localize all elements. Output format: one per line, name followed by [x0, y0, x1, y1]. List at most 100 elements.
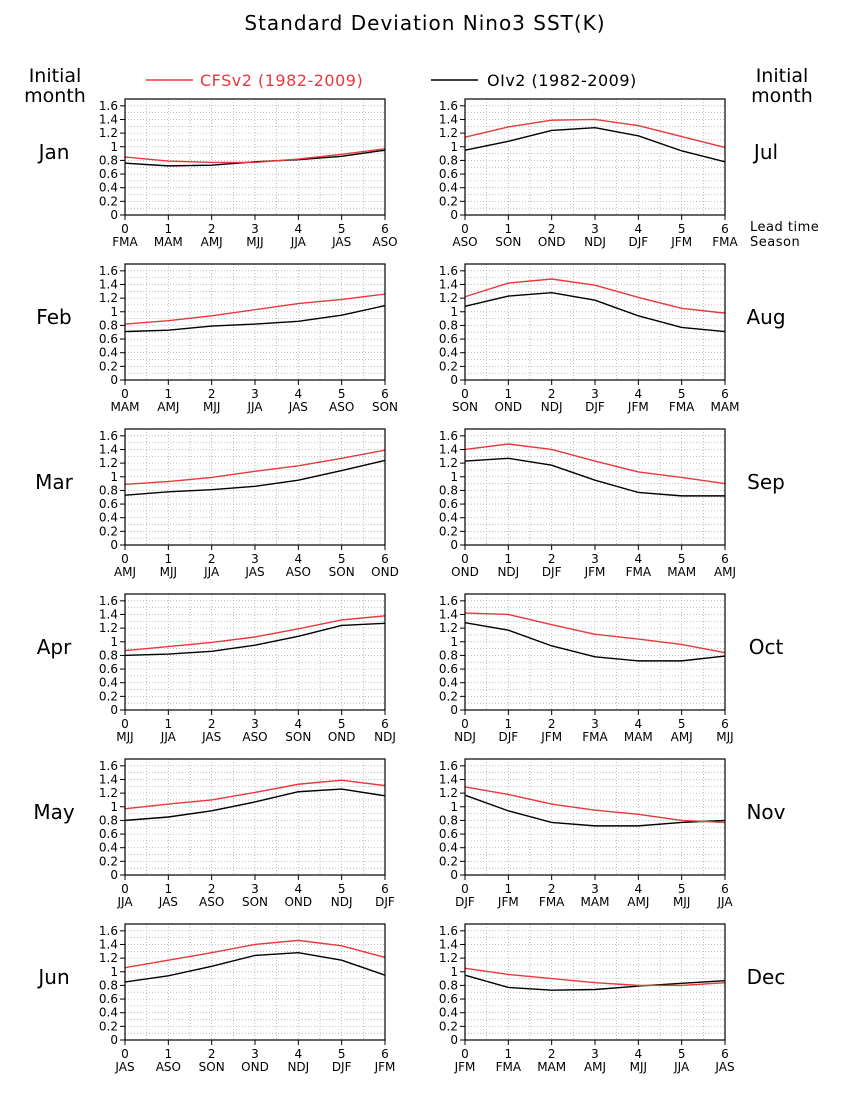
- season-tick-label: JJA: [290, 235, 307, 249]
- x-tick-label: 3: [251, 717, 259, 731]
- x-tick-label: 1: [505, 552, 513, 566]
- x-tick-label: 0: [461, 552, 469, 566]
- y-tick-label: 1.4: [99, 442, 118, 456]
- panel-apr: 00.20.40.60.811.21.41.60MJJ1JJA2JAS3ASO4…: [37, 593, 396, 744]
- panel-aug-oiv2-line: [464, 291, 726, 333]
- y-tick-label: 0.6: [99, 332, 118, 346]
- panel-feb-frame: [124, 263, 386, 381]
- season-tick-label: AMJ: [671, 730, 693, 744]
- panel-nov-cfsv2-line: [464, 786, 726, 824]
- season-tick-label: JAS: [201, 730, 221, 744]
- season-tick-label: ASO: [156, 1060, 181, 1074]
- y-tick-label: 1.6: [439, 924, 458, 938]
- season-tick-label: AMJ: [584, 1060, 606, 1074]
- x-tick-label: 3: [251, 1047, 259, 1061]
- panel-mar: 00.20.40.60.811.21.41.60AMJ1MJJ2JJA3JAS4…: [35, 428, 399, 579]
- lead-time-label: Lead time: [750, 220, 819, 235]
- panel-mar-month-label: Mar: [35, 470, 74, 494]
- panel-oct: 00.20.40.60.811.21.41.60NDJ1DJF2JFM3FMA4…: [439, 593, 783, 744]
- x-tick-label: 2: [548, 552, 556, 566]
- y-tick-label: 0.2: [439, 854, 458, 868]
- x-tick-label: 6: [381, 1047, 389, 1061]
- y-tick-label: 1: [110, 140, 118, 154]
- x-tick-label: 1: [165, 1047, 173, 1061]
- x-tick-label: 2: [208, 552, 216, 566]
- y-tick-label: 1.2: [439, 126, 458, 140]
- y-tick-label: 0.2: [439, 689, 458, 703]
- y-tick-label: 1.4: [99, 772, 118, 786]
- panel-nov-oiv2-line: [464, 794, 726, 827]
- y-tick-label: 1: [450, 800, 458, 814]
- panel-sep: 00.20.40.60.811.21.41.60OND1NDJ2DJF3JFM4…: [439, 428, 785, 579]
- y-tick-label: 1.4: [99, 277, 118, 291]
- panel-nov: 00.20.40.60.811.21.41.60DJF1JFM2FMA3MAM4…: [439, 758, 786, 909]
- x-tick-label: 0: [121, 882, 129, 896]
- y-tick-label: 1.6: [439, 759, 458, 773]
- y-tick-label: 0.6: [99, 167, 118, 181]
- x-tick-label: 3: [251, 552, 259, 566]
- panel-jul: 00.20.40.60.811.21.41.60ASO1SON2OND3NDJ4…: [439, 98, 778, 249]
- season-tick-label: MJJ: [630, 1060, 647, 1074]
- y-tick-label: 0: [110, 868, 118, 882]
- y-tick-label: 0.4: [439, 676, 458, 690]
- y-tick-label: 0: [450, 208, 458, 222]
- season-tick-label: OND: [494, 400, 522, 414]
- x-tick-label: 3: [591, 882, 599, 896]
- x-tick-label: 3: [251, 387, 259, 401]
- y-tick-label: 0.8: [439, 318, 458, 332]
- y-tick-label: 0.4: [99, 346, 118, 360]
- season-tick-label: MJJ: [160, 565, 177, 579]
- x-tick-label: 1: [505, 387, 513, 401]
- x-tick-label: 5: [678, 552, 686, 566]
- season-tick-label: NDJ: [584, 235, 606, 249]
- x-tick-label: 2: [208, 1047, 216, 1061]
- season-tick-label: ASO: [242, 730, 267, 744]
- season-tick-label: JJA: [246, 400, 263, 414]
- season-tick-label: FMA: [496, 1060, 522, 1074]
- panel-oct-frame: [464, 593, 726, 711]
- y-tick-label: 1: [110, 800, 118, 814]
- y-tick-label: 0.4: [99, 676, 118, 690]
- x-tick-label: 2: [548, 1047, 556, 1061]
- x-tick-label: 5: [338, 552, 346, 566]
- season-tick-label: FMA: [626, 565, 652, 579]
- panel-aug-month-label: Aug: [746, 305, 785, 329]
- y-tick-label: 0.6: [99, 497, 118, 511]
- season-tick-label: JJA: [203, 565, 220, 579]
- panel-may-frame: [124, 758, 386, 876]
- season-tick-label: OND: [284, 895, 312, 909]
- y-tick-label: 0.4: [99, 511, 118, 525]
- y-tick-label: 0.2: [99, 1019, 118, 1033]
- y-tick-label: 0.8: [99, 153, 118, 167]
- panel-mar-oiv2-line: [124, 459, 386, 496]
- season-tick-label: FMA: [712, 235, 738, 249]
- x-tick-label: 6: [381, 222, 389, 236]
- x-tick-label: 0: [121, 222, 129, 236]
- season-tick-label: MAM: [711, 400, 740, 414]
- y-tick-label: 1.4: [439, 607, 458, 621]
- y-tick-label: 1.6: [99, 99, 118, 113]
- season-tick-label: ASO: [329, 400, 354, 414]
- season-tick-label: JFM: [627, 400, 649, 414]
- y-tick-label: 0.8: [99, 483, 118, 497]
- x-tick-label: 2: [548, 387, 556, 401]
- y-tick-label: 1.4: [99, 937, 118, 951]
- y-tick-label: 1.2: [439, 456, 458, 470]
- y-tick-label: 0.4: [439, 511, 458, 525]
- panel-jul-month-label: Jul: [752, 140, 778, 164]
- season-tick-label: FMA: [539, 895, 565, 909]
- x-tick-label: 3: [591, 222, 599, 236]
- y-tick-label: 1.6: [439, 594, 458, 608]
- season-tick-label: MJJ: [673, 895, 690, 909]
- x-tick-label: 3: [591, 1047, 599, 1061]
- y-tick-label: 1.6: [99, 594, 118, 608]
- season-tick-label: OND: [371, 565, 399, 579]
- y-tick-label: 0.6: [439, 992, 458, 1006]
- panel-apr-oiv2-line: [124, 622, 386, 657]
- right-header-line1: Initial: [756, 65, 809, 87]
- panel-dec-frame: [464, 923, 726, 1041]
- season-tick-label: MAM: [624, 730, 653, 744]
- y-tick-label: 0: [450, 703, 458, 717]
- season-tick-label: SON: [495, 235, 521, 249]
